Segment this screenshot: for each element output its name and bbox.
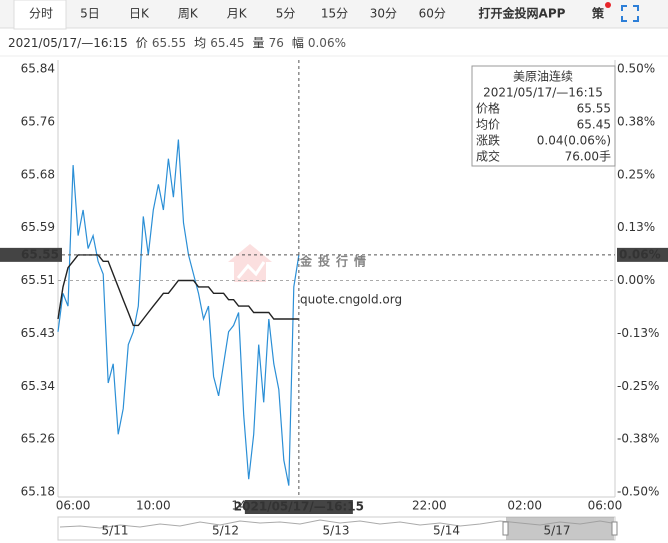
watermark-url: quote.cngold.org bbox=[300, 293, 402, 307]
info-time: 2021/05/17/—16:15 bbox=[8, 36, 128, 50]
navigator-handle[interactable] bbox=[611, 521, 618, 536]
y-tick-label: 65.18 bbox=[21, 485, 55, 499]
time-label-bg bbox=[244, 500, 353, 514]
tooltip-label: 均价 bbox=[476, 118, 500, 132]
info-label: 幅 bbox=[292, 35, 304, 50]
tab[interactable]: 日K bbox=[129, 7, 150, 21]
x-tick-label: 06:00 bbox=[588, 499, 623, 513]
change-label-bg bbox=[617, 247, 668, 262]
navigator-label: 5/13 bbox=[323, 524, 350, 538]
y-tick-label: 65.34 bbox=[21, 379, 55, 393]
tooltip-label: 价格 bbox=[476, 101, 500, 116]
tab[interactable]: 5分 bbox=[276, 7, 296, 21]
y2-tick-label: 0.00% bbox=[617, 273, 655, 287]
fullscreen-icon[interactable] bbox=[621, 5, 639, 22]
info-label: 价 bbox=[136, 36, 148, 50]
tab[interactable]: 60分 bbox=[419, 7, 446, 21]
y-tick-label: 65.59 bbox=[21, 220, 55, 234]
tooltip-label: 涨跌 bbox=[476, 133, 500, 148]
navigator-handle[interactable] bbox=[502, 521, 509, 536]
info-label: 量 bbox=[253, 36, 265, 50]
tooltip-value: 65.55 bbox=[577, 102, 611, 116]
y2-tick-label: -0.25% bbox=[617, 379, 659, 393]
tooltip-time: 2021/05/17/—16:15 bbox=[483, 86, 603, 100]
y-tick-label: 65.84 bbox=[21, 62, 55, 76]
tooltip-label: 成交 bbox=[476, 149, 500, 164]
y2-tick-label: -0.38% bbox=[617, 432, 659, 446]
tab[interactable]: 15分 bbox=[321, 7, 348, 21]
navigator-label: 5/11 bbox=[102, 524, 129, 538]
toolbar-bg bbox=[0, 0, 668, 28]
active-tab bbox=[13, 0, 67, 30]
time-label: 2021/05/17/—16:15 bbox=[234, 500, 364, 514]
badge-dot bbox=[605, 2, 611, 8]
y-tick-label: 65.51 bbox=[21, 273, 55, 287]
x-tick-label: 02:00 bbox=[507, 499, 542, 513]
navigator-label: 5/14 bbox=[433, 524, 460, 538]
tooltip-value: 0.04(0.06%) bbox=[537, 134, 611, 148]
tab[interactable]: 5日 bbox=[80, 7, 100, 21]
x-tick-label: 06:00 bbox=[56, 499, 91, 513]
tooltip-box bbox=[471, 65, 616, 167]
price-label: 65.55 bbox=[21, 247, 59, 261]
navigator-label: 5/17 bbox=[544, 524, 571, 538]
info-line: 2021/05/17/—16:15 价 65.55 均 65.45 量 76 幅 0.06% bbox=[8, 35, 346, 50]
tooltip-value: 65.45 bbox=[577, 118, 611, 132]
info-value: 0.06% bbox=[308, 36, 346, 50]
watermark-title: 金投行情 bbox=[299, 254, 372, 269]
x-tick-label: 10:00 bbox=[136, 499, 171, 513]
y2-tick-label: 0.13% bbox=[617, 220, 655, 234]
y-tick-label: 65.43 bbox=[21, 326, 55, 340]
series-line bbox=[57, 139, 300, 486]
info-value: 65.45 bbox=[210, 36, 244, 50]
y-tick-label: 65.76 bbox=[21, 114, 55, 128]
app-link[interactable]: 打开金投网APP bbox=[479, 6, 566, 21]
y2-tick-label: -0.13% bbox=[617, 326, 659, 340]
tab[interactable]: 分时 bbox=[29, 7, 53, 21]
info-value: 76 bbox=[269, 36, 284, 50]
y2-tick-label: -0.50% bbox=[617, 485, 659, 499]
tab[interactable]: 周K bbox=[178, 7, 199, 21]
navigator-window[interactable] bbox=[506, 517, 614, 540]
navigator-label: 5/12 bbox=[212, 524, 239, 538]
y2-tick-label: 0.50% bbox=[617, 62, 655, 76]
x-tick-label: 22:00 bbox=[412, 499, 447, 513]
change-label: 0.06% bbox=[619, 247, 661, 261]
tab[interactable]: 月K bbox=[227, 7, 248, 21]
watermark-logo bbox=[228, 244, 272, 282]
y-tick-label: 65.26 bbox=[21, 432, 55, 446]
tooltip-title: 美原油连续 bbox=[513, 69, 573, 84]
y2-tick-label: 0.38% bbox=[617, 114, 655, 128]
tab[interactable]: 30分 bbox=[370, 7, 397, 21]
y2-tick-label: 0.25% bbox=[617, 167, 655, 181]
info-value: 65.55 bbox=[152, 36, 186, 50]
info-label: 均 bbox=[194, 36, 206, 50]
tooltip-value: 76.00手 bbox=[565, 150, 611, 164]
price-label-bg bbox=[0, 247, 62, 262]
y-tick-label: 65.68 bbox=[21, 167, 55, 181]
strategy-icon[interactable]: 策 bbox=[592, 6, 605, 21]
